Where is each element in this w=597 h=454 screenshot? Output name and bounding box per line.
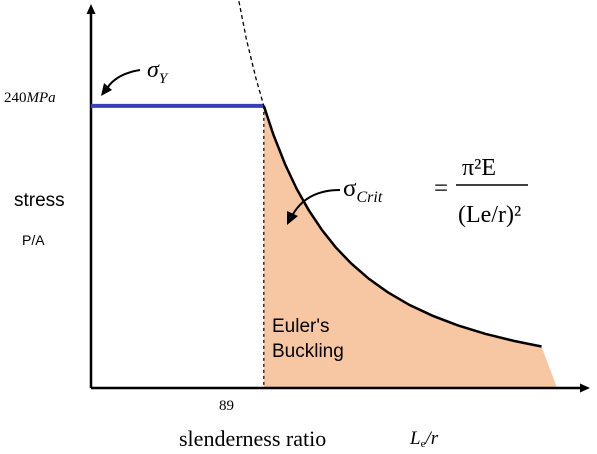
y-tick-240mpa: 240MPa (4, 90, 56, 106)
x-axis-arrow (580, 383, 590, 393)
x-axis-label: slenderness ratio (179, 426, 326, 451)
x-axis-symbol: Le/r (409, 428, 439, 450)
sigma-crit-dashed-curve (238, 0, 265, 106)
formula-denominator: (Le/r)² (458, 202, 521, 228)
formula-numerator: π²E (462, 155, 496, 181)
y-axis-label: stress (14, 190, 65, 211)
euler-buckling-region (263, 105, 557, 389)
sigma-crit-leader-line (291, 189, 341, 217)
region-label-line2: Buckling (272, 341, 344, 362)
y-axis-sublabel: P/A (22, 232, 45, 248)
formula-equals: = (434, 175, 448, 202)
sigma-crit-leader-arrowhead (287, 211, 298, 225)
sigma-crit-label: σCrit (343, 175, 383, 206)
sigma-y-leader-arrowhead (101, 83, 112, 96)
sigma-y-leader-line (105, 69, 141, 91)
x-tick-89: 89 (219, 398, 234, 414)
sigma-crit-curve (262, 105, 542, 348)
y-axis-arrow (86, 4, 96, 14)
sigma-y-label: σY (147, 57, 169, 87)
region-label-line1: Euler's (272, 316, 329, 337)
